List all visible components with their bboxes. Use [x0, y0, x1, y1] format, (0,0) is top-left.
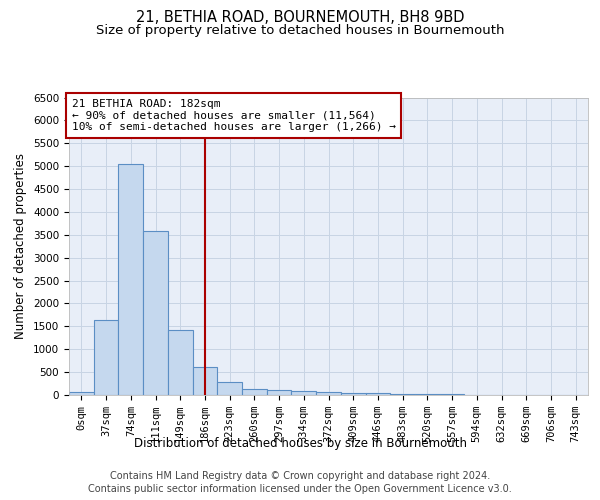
Bar — [217, 382, 242, 395]
Text: Contains HM Land Registry data © Crown copyright and database right 2024.: Contains HM Land Registry data © Crown c… — [110, 471, 490, 481]
Bar — [94, 320, 118, 395]
Bar — [143, 231, 168, 395]
Bar — [365, 393, 390, 395]
Bar — [69, 392, 94, 395]
Bar — [390, 394, 415, 395]
Text: Contains public sector information licensed under the Open Government Licence v3: Contains public sector information licen… — [88, 484, 512, 494]
Text: Size of property relative to detached houses in Bournemouth: Size of property relative to detached ho… — [96, 24, 504, 37]
Y-axis label: Number of detached properties: Number of detached properties — [14, 153, 28, 340]
Bar — [341, 392, 365, 395]
Bar — [118, 164, 143, 395]
Bar — [193, 366, 217, 395]
Bar — [440, 394, 464, 395]
Text: 21, BETHIA ROAD, BOURNEMOUTH, BH8 9BD: 21, BETHIA ROAD, BOURNEMOUTH, BH8 9BD — [136, 10, 464, 25]
Bar — [168, 330, 193, 395]
Text: Distribution of detached houses by size in Bournemouth: Distribution of detached houses by size … — [133, 438, 467, 450]
Bar — [242, 389, 267, 395]
Bar — [267, 390, 292, 395]
Text: 21 BETHIA ROAD: 182sqm
← 90% of detached houses are smaller (11,564)
10% of semi: 21 BETHIA ROAD: 182sqm ← 90% of detached… — [71, 99, 395, 132]
Bar — [316, 392, 341, 395]
Bar — [415, 394, 440, 395]
Bar — [292, 392, 316, 395]
